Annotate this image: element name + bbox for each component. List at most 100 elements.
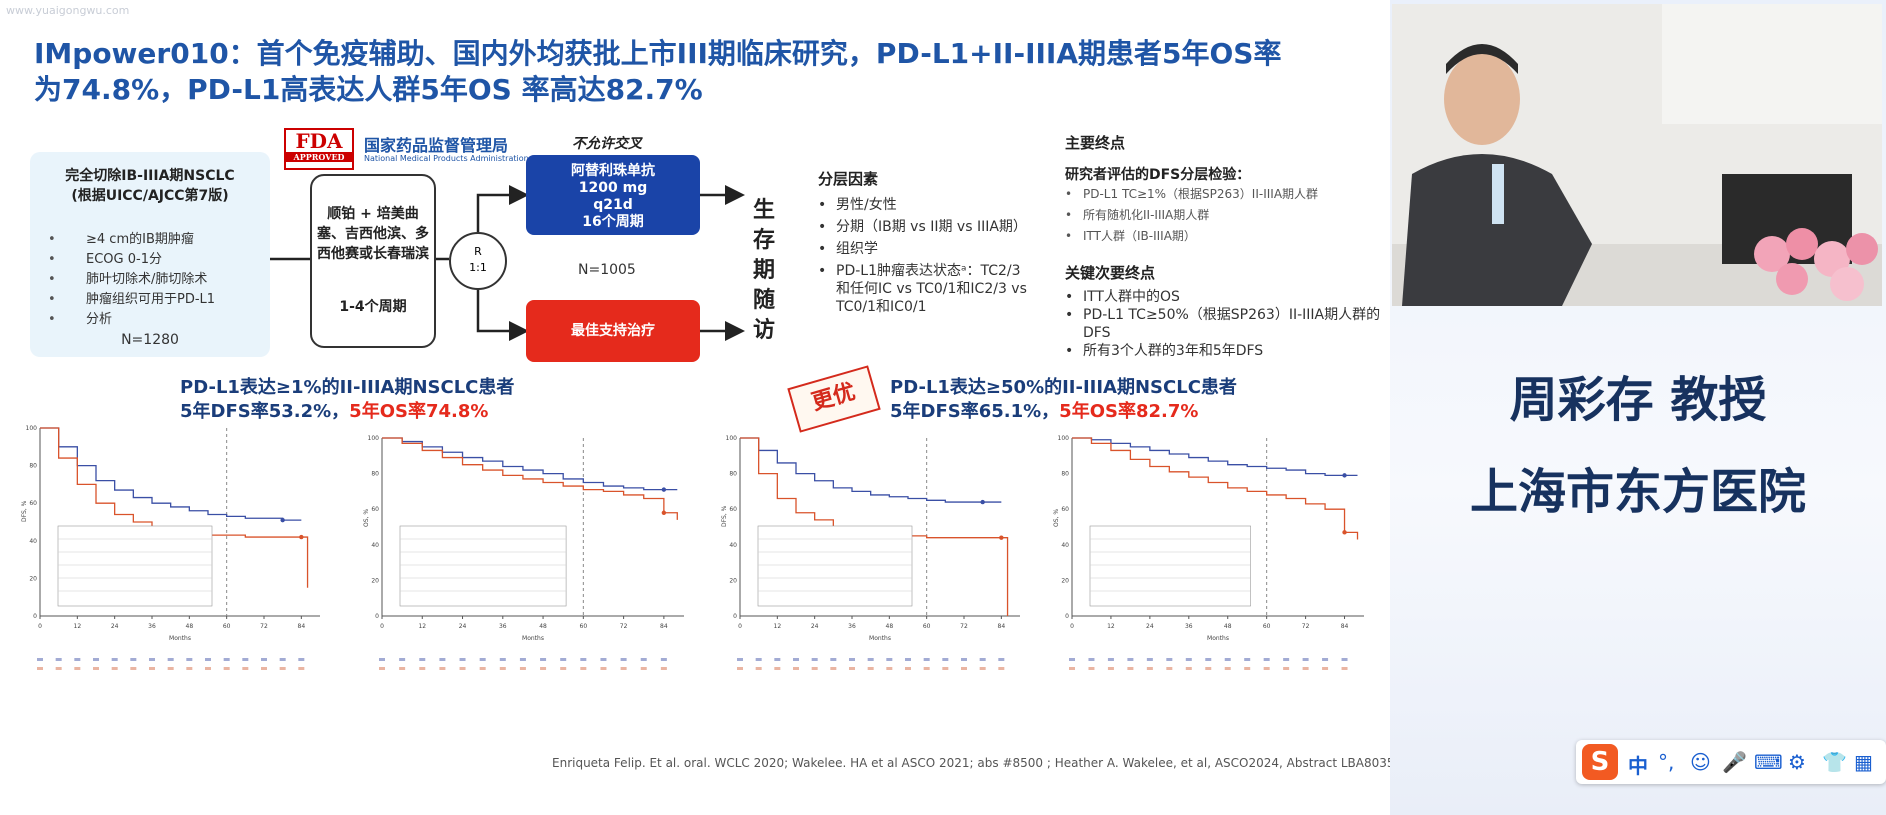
ime-punct-toggle[interactable]: °, [1658, 750, 1675, 774]
population-title-1: 完全切除IB-IIIA期NSCLC [65, 168, 235, 184]
km-curve-bsc [1072, 437, 1359, 540]
x-axis-label: Months [522, 635, 544, 642]
secondary-endpoint-item: ITT人群中的OS [1065, 288, 1385, 306]
x-tick-label: 72 [960, 623, 968, 630]
x-tick-label: 60 [580, 623, 588, 630]
risk-table-cell [1341, 667, 1348, 670]
tools-icon[interactable]: ⚙ [1788, 750, 1806, 774]
risk-table-cell [737, 667, 743, 670]
risk-table-cell [998, 658, 1005, 661]
x-axis-label: Months [869, 635, 891, 642]
x-tick-label: 12 [774, 623, 782, 630]
risk-table-cell [580, 658, 587, 661]
x-tick-label: 48 [539, 623, 547, 630]
risk-table-cell [130, 658, 137, 661]
ime-toolbar[interactable]: S 中 °, ☺ 🎤 ⌨ ⚙ 👕 ▦ [1576, 740, 1886, 784]
risk-table-cell [1166, 667, 1173, 670]
km-chart-svg: 0 12 24 36 48 60 72 84 0 20 40 60 80 100 OS, % Months [363, 435, 684, 670]
risk-table-cell [1146, 658, 1153, 661]
risk-table-cell [755, 658, 762, 661]
x-tick-label: 12 [418, 623, 426, 630]
risk-table-cell [620, 667, 627, 670]
risk-table-cell [1127, 658, 1134, 661]
primary-endpoint-item: ITT人群（IB-IIIA期） [1065, 228, 1385, 244]
randomization-ratio: 1:1 [469, 261, 487, 274]
randomized-n: N=1005 [578, 262, 636, 278]
risk-table-cell [261, 667, 267, 670]
risk-table-cell [439, 667, 446, 670]
grid-menu-icon[interactable]: ▦ [1854, 750, 1873, 774]
section-heading-pdl1-50: PD-L1表达≥50%的II-IIIA期NSCLC患者 5年DFS率65.1%，… [890, 376, 1237, 424]
km-censor-mark [299, 534, 304, 540]
y-tick-label: 20 [29, 575, 37, 582]
sogou-logo-icon[interactable]: S [1582, 744, 1618, 780]
km-chart-os-50: 0 12 24 36 48 60 72 84 0 20 40 60 80 100 OS, % Months [1050, 434, 1380, 734]
no-crossover-label: 不允许交叉 [572, 136, 642, 152]
risk-table-cell [830, 667, 837, 670]
x-tick-label: 0 [380, 623, 384, 630]
skin-icon[interactable]: 👕 [1822, 750, 1847, 774]
y-tick-label: 60 [371, 506, 379, 513]
keyboard-icon[interactable]: ⌨ [1754, 750, 1783, 774]
km-chart-svg: 0 12 24 36 48 60 72 84 0 20 40 60 80 100 DFS, % Months [21, 425, 320, 670]
secondary-endpoint-item: 所有3个人群的3年和5年DFS [1065, 342, 1385, 360]
x-tick-label: 36 [499, 623, 507, 630]
km-curve-atezolizumab [40, 427, 302, 521]
risk-table-cell [886, 667, 893, 670]
title-line-2: 为74.8%，PD-L1高表达人群5年OS 率高达82.7% [34, 73, 703, 106]
emoji-icon[interactable]: ☺ [1690, 750, 1711, 774]
strat-item: 组织学 [818, 240, 1030, 258]
followup-char: 随 [752, 288, 775, 313]
risk-table-cell [1224, 658, 1231, 661]
x-tick-label: 72 [260, 623, 268, 630]
risk-table-cell [1263, 667, 1270, 670]
x-tick-label: 84 [998, 623, 1006, 630]
criteria-item-cont: 分析 [48, 310, 215, 330]
y-tick-label: 40 [29, 538, 37, 545]
y-tick-label: 40 [729, 542, 737, 549]
risk-table-cell [886, 658, 893, 661]
risk-table-cell [279, 658, 286, 661]
population-criteria: ≥4 cm的IB期肿瘤 ECOG 0-1分 肺叶切除术/肺切除术 肿瘤组织可用于… [48, 230, 215, 330]
arm1-cycles: 16个周期 [582, 214, 644, 230]
x-tick-label: 0 [738, 623, 742, 630]
risk-table-cell [1107, 667, 1114, 670]
slide-title: IMpower010：首个免疫辅助、国内外均获批上市III期临床研究，PD-L1… [34, 36, 1374, 108]
risk-table-cell [774, 667, 781, 670]
risk-table-cell [979, 667, 986, 670]
km-summary-table [1089, 525, 1251, 607]
chemo-regimen: 顺铂 + 培美曲塞、吉西他滨、多西他赛或长春瑞滨 [317, 206, 429, 262]
risk-table-cell [942, 658, 949, 661]
km-censor-mark [661, 510, 667, 515]
x-tick-label: 36 [848, 623, 856, 630]
bsc-arm: 最佳支持治疗 [526, 300, 700, 362]
x-tick-label: 24 [811, 623, 819, 630]
speaker-name: 周彩存 教授 [1509, 372, 1767, 428]
y-tick-label: 100 [1058, 435, 1070, 442]
risk-table-cell [93, 667, 99, 670]
section1-os: 5年OS率74.8% [349, 401, 489, 422]
ime-lang-toggle[interactable]: 中 [1628, 754, 1648, 778]
primary-endpoint-sub: 研究者评估的DFS分层检验： [1065, 167, 1251, 183]
risk-table-cell [1244, 658, 1251, 661]
y-tick-label: 60 [729, 506, 737, 513]
y-tick-label: 60 [1061, 506, 1069, 513]
primary-endpoint-heading: 主要终点 [1065, 134, 1126, 152]
secondary-endpoint-list: ITT人群中的OS PD-L1 TC≥50%（根据SP263）II-IIIA期人… [1065, 288, 1385, 360]
risk-table-cell [55, 667, 62, 670]
risk-table-cell [1088, 658, 1095, 661]
strat-item: 男性/女性 [818, 196, 1030, 214]
arm1-dose: 1200 mg [578, 180, 648, 196]
mic-icon[interactable]: 🎤 [1722, 750, 1747, 774]
risk-table-cell [399, 658, 406, 661]
risk-table-cell [1107, 658, 1114, 661]
risk-table-cell [923, 667, 930, 670]
risk-table-cell [580, 667, 587, 670]
y-axis-label: DFS, % [721, 505, 728, 527]
risk-table-cell [479, 658, 486, 661]
criteria-item: 肺叶切除术/肺切除术 [48, 270, 215, 290]
km-curve-atezolizumab [382, 437, 678, 491]
risk-table-cell [149, 658, 155, 661]
design-connectors [270, 185, 745, 341]
km-curve-bsc [382, 437, 678, 520]
